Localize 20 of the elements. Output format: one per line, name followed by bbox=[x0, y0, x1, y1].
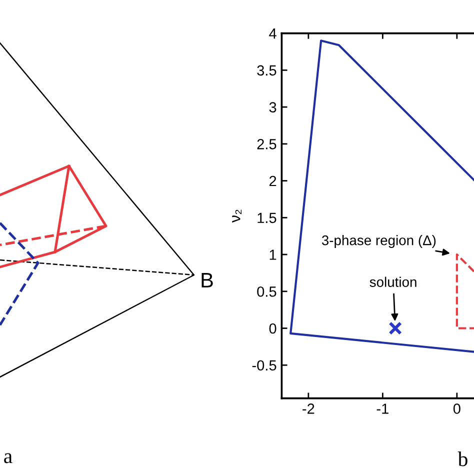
y-tick-label: 2.5 bbox=[257, 139, 276, 150]
annotation: 3-phase region (Δ) bbox=[322, 235, 436, 248]
y-tick-label: 1.5 bbox=[258, 212, 276, 224]
x-tick-label: -2 bbox=[302, 404, 314, 414]
y-tick-label: -0.5 bbox=[252, 360, 276, 371]
x-tick-label: 0 bbox=[453, 404, 460, 414]
y-tick-label: 1 bbox=[270, 250, 276, 260]
text: B bbox=[202, 273, 213, 288]
line-series bbox=[290, 40, 474, 353]
text: b bbox=[458, 452, 468, 466]
y-axis-title: ν₂ bbox=[232, 210, 242, 223]
annotation: solution bbox=[370, 276, 416, 287]
text: a bbox=[4, 453, 12, 464]
y-tick-label: 3 bbox=[269, 102, 276, 112]
y-tick-label: 0.5 bbox=[257, 286, 276, 297]
y-tick-label: 2 bbox=[269, 176, 276, 186]
y-tick-label: 3.5 bbox=[257, 65, 276, 76]
y-tick-label: 4 bbox=[269, 28, 276, 39]
y-tick-label: 0 bbox=[269, 323, 276, 334]
x-tick-label: -1 bbox=[376, 404, 388, 414]
